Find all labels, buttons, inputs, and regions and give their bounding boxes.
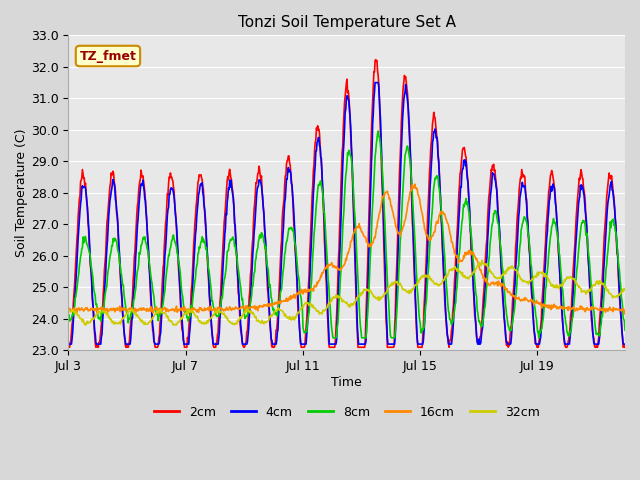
2cm [184,335,191,340]
4cm [394,242,402,248]
16cm [324,264,332,270]
2cm [324,323,332,329]
4cm [529,316,537,322]
4cm [259,205,267,211]
32cm [416,276,424,281]
16cm [183,307,191,313]
Text: TZ_fmet: TZ_fmet [79,49,136,62]
8cm [65,312,72,318]
32cm [621,286,629,292]
8cm [530,297,538,303]
32cm [394,282,402,288]
32cm [65,310,72,316]
4cm [416,341,424,347]
8cm [324,261,332,266]
8cm [374,128,382,134]
8cm [417,321,424,327]
32cm [324,301,332,307]
Line: 8cm: 8cm [68,131,625,338]
2cm [260,213,268,218]
2cm [530,325,538,331]
16cm [65,305,72,311]
16cm [621,311,628,317]
8cm [329,335,337,341]
Line: 16cm: 16cm [68,184,625,314]
2cm [65,344,73,350]
X-axis label: Time: Time [332,376,362,389]
Line: 2cm: 2cm [68,60,625,347]
2cm [417,344,424,350]
Title: Tonzi Soil Temperature Set A: Tonzi Soil Temperature Set A [237,15,456,30]
Line: 4cm: 4cm [68,83,625,344]
4cm [183,341,191,347]
32cm [184,308,191,313]
4cm [65,341,72,347]
Y-axis label: Soil Temperature (C): Soil Temperature (C) [15,129,28,257]
8cm [621,327,629,333]
2cm [372,57,380,62]
16cm [411,181,419,187]
16cm [621,308,629,314]
8cm [259,235,267,240]
Legend: 2cm, 4cm, 8cm, 16cm, 32cm: 2cm, 4cm, 8cm, 16cm, 32cm [148,401,545,424]
4cm [371,80,379,85]
32cm [260,321,268,327]
8cm [395,265,403,271]
32cm [82,323,90,328]
8cm [183,315,191,321]
Line: 32cm: 32cm [68,261,625,325]
16cm [394,230,401,236]
16cm [259,303,267,309]
16cm [416,196,424,202]
32cm [530,274,538,279]
2cm [65,343,72,349]
4cm [324,300,332,306]
16cm [529,300,537,306]
4cm [621,341,629,347]
2cm [621,344,629,350]
32cm [478,258,486,264]
2cm [395,190,403,196]
